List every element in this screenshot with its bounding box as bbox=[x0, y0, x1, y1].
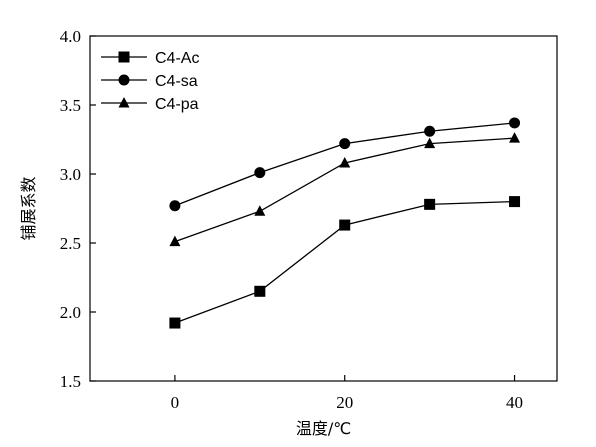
y-axis: 1.5 2.0 2.5 3.0 3.5 4.0 bbox=[60, 27, 96, 391]
y-tick-label: 2.5 bbox=[60, 234, 81, 253]
legend: C4-Ac C4-sa C4-pa bbox=[101, 50, 199, 113]
data-point bbox=[424, 198, 436, 210]
y-tick-label: 1.5 bbox=[60, 372, 81, 391]
data-point bbox=[509, 117, 521, 129]
y-tick-label: 4.0 bbox=[60, 27, 81, 46]
legend-item: C4-pa bbox=[101, 96, 199, 113]
data-point bbox=[169, 317, 181, 329]
y-tick-label: 3.0 bbox=[60, 165, 81, 184]
legend-label: C4-Ac bbox=[155, 50, 199, 67]
x-axis-title: 温度/℃ bbox=[296, 419, 351, 438]
data-point bbox=[509, 132, 521, 143]
data-point bbox=[254, 285, 266, 297]
data-point bbox=[339, 156, 351, 168]
data-point bbox=[424, 125, 436, 137]
legend-marker bbox=[118, 97, 130, 108]
series-c4-ac bbox=[169, 196, 521, 329]
legend-item: C4-sa bbox=[101, 73, 198, 90]
y-tick-label: 3.5 bbox=[60, 96, 81, 115]
x-tick-label: 0 bbox=[171, 393, 180, 412]
legend-label: C4-pa bbox=[155, 96, 199, 113]
series-layer bbox=[169, 117, 521, 329]
data-point bbox=[254, 167, 266, 179]
data-point bbox=[339, 138, 351, 150]
x-axis: 0 20 40 bbox=[171, 375, 523, 412]
data-point bbox=[254, 205, 266, 216]
x-tick-label: 40 bbox=[506, 393, 523, 412]
data-point bbox=[509, 196, 521, 208]
legend-item: C4-Ac bbox=[101, 50, 199, 67]
legend-marker bbox=[118, 74, 130, 86]
legend-label: C4-sa bbox=[155, 73, 198, 90]
x-tick-label: 20 bbox=[336, 393, 353, 412]
data-point bbox=[339, 219, 351, 231]
data-point bbox=[424, 137, 436, 149]
series-c4-sa bbox=[169, 117, 521, 212]
plot-frame bbox=[89, 35, 558, 382]
series-c4-pa bbox=[169, 132, 521, 247]
y-tick-label: 2.0 bbox=[60, 303, 81, 322]
data-point bbox=[169, 200, 181, 212]
y-axis-title: 铺展系数 bbox=[19, 176, 38, 240]
data-point bbox=[169, 235, 181, 247]
legend-marker bbox=[118, 51, 130, 63]
